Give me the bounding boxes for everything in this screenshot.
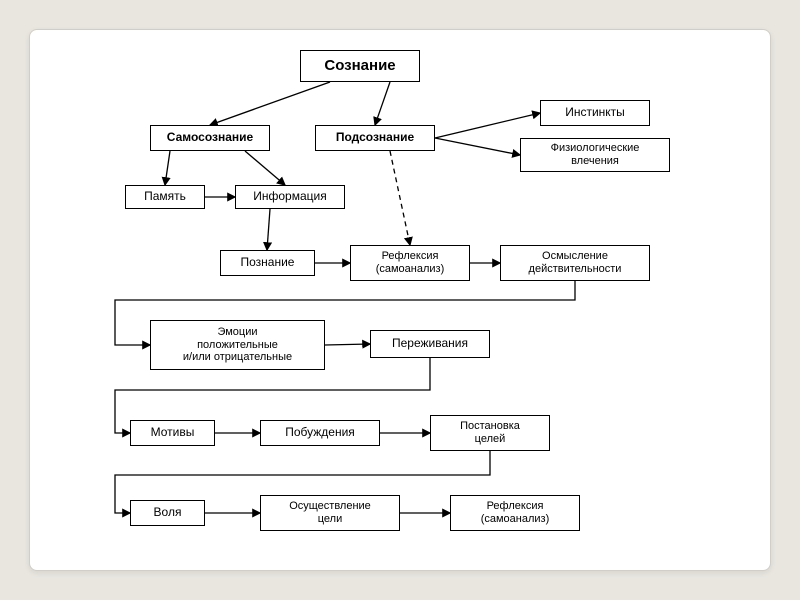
node-label: Подсознание — [336, 131, 414, 145]
node-memory: Память — [125, 185, 205, 209]
node-exper: Переживания — [370, 330, 490, 358]
node-label: Воля — [154, 506, 182, 520]
node-reflex2: Рефлексия (самоанализ) — [450, 495, 580, 531]
node-label: Информация — [253, 190, 326, 204]
node-label: Познание — [241, 256, 295, 270]
node-label: Мотивы — [151, 426, 195, 440]
node-label: Самосознание — [167, 131, 253, 145]
node-instincts: Инстинкты — [540, 100, 650, 126]
node-reflex1: Рефлексия (самоанализ) — [350, 245, 470, 281]
node-label: Эмоции положительные и/или отрицательные — [183, 326, 292, 364]
diagram-frame: Сознание Самосознание Подсознание Инстинкты… — [29, 29, 771, 571]
node-label: Физиологические влечения — [551, 142, 640, 167]
node-label: Рефлексия (самоанализ) — [376, 250, 445, 275]
node-subconsc: Подсознание — [315, 125, 435, 151]
node-label: Рефлексия (самоанализ) — [481, 500, 550, 525]
node-label: Инстинкты — [565, 106, 625, 120]
node-physio: Физиологические влечения — [520, 138, 670, 172]
node-cognition: Познание — [220, 250, 315, 276]
node-label: Переживания — [392, 337, 468, 351]
node-consciousness: Сознание — [300, 50, 420, 82]
node-label: Побуждения — [285, 426, 355, 440]
node-goalimpl: Осуществление цели — [260, 495, 400, 531]
node-info: Информация — [235, 185, 345, 209]
node-selfaware: Самосознание — [150, 125, 270, 151]
node-emotions: Эмоции положительные и/или отрицательные — [150, 320, 325, 370]
node-goalsetting: Постановка целей — [430, 415, 550, 451]
edges-layer — [30, 30, 770, 570]
node-comprehend: Осмысление действительности — [500, 245, 650, 281]
node-label: Постановка целей — [460, 420, 520, 445]
node-label: Осмысление действительности — [529, 250, 622, 275]
node-will: Воля — [130, 500, 205, 526]
node-label: Осуществление цели — [289, 500, 371, 525]
node-urges: Побуждения — [260, 420, 380, 446]
node-label: Сознание — [324, 57, 395, 74]
node-motives: Мотивы — [130, 420, 215, 446]
node-label: Память — [144, 190, 186, 204]
